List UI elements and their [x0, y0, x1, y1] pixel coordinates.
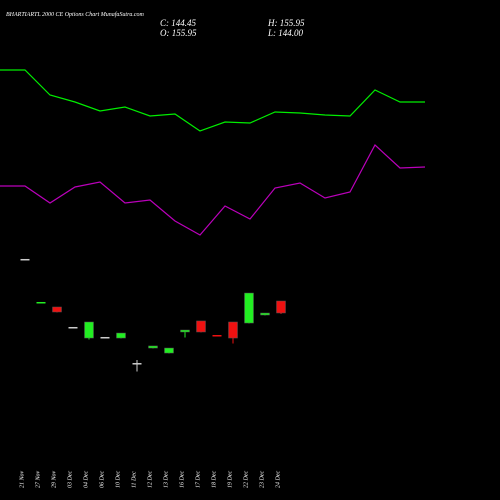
x-tick-label: 06 Dec	[99, 471, 105, 488]
header-low: L: 144.00	[267, 28, 304, 38]
candle-body	[148, 345, 158, 349]
x-tick-label: 04 Dec	[82, 471, 89, 488]
x-tick-label: 12 Dec	[147, 471, 153, 488]
x-tick-label: 11 Dec	[131, 471, 137, 488]
x-tick-label: 18 Dec	[211, 471, 217, 488]
x-tick-label: 17 Dec	[195, 471, 201, 488]
candle-body	[116, 332, 126, 339]
x-tick-label: 16 Dec	[179, 471, 185, 488]
candle-body	[84, 321, 94, 339]
candle-body	[68, 326, 78, 329]
candle-body	[276, 300, 286, 314]
candle-body	[100, 336, 110, 339]
chart-title: BHARTIARTL 2000 CE Options Chart MunafaS…	[6, 11, 145, 18]
header-open: O: 155.95	[160, 28, 197, 38]
candle-body	[180, 329, 190, 333]
x-tick-label: 13 Dec	[163, 471, 169, 488]
candle-body	[36, 301, 46, 304]
x-tick-label: 24 Dec	[274, 471, 281, 488]
candle-body	[20, 258, 30, 261]
x-tick-label: 21 Nov	[19, 470, 25, 488]
candle-body	[260, 312, 270, 316]
x-tick-label: 29 Nov	[51, 470, 57, 488]
candle-body	[52, 306, 62, 313]
candle-body	[244, 292, 254, 324]
x-tick-label: 23 Dec	[259, 471, 265, 488]
header-close: C: 144.45	[160, 18, 197, 28]
x-tick-label: 19 Dec	[227, 471, 233, 488]
indicator-line	[0, 144, 426, 236]
x-tick-label: 27 Nov	[35, 470, 41, 488]
x-tick-label: 10 Dec	[115, 471, 121, 488]
candle-body	[212, 335, 222, 337]
x-tick-label: 22 Dec	[243, 471, 249, 488]
header-high: H: 155.95	[267, 18, 305, 28]
candle-body	[196, 320, 206, 333]
candle-body	[228, 321, 238, 339]
candle-body	[164, 347, 174, 354]
indicator-line	[0, 69, 425, 132]
candle-body	[132, 363, 142, 365]
x-tick-label: 03 Dec	[67, 471, 73, 488]
